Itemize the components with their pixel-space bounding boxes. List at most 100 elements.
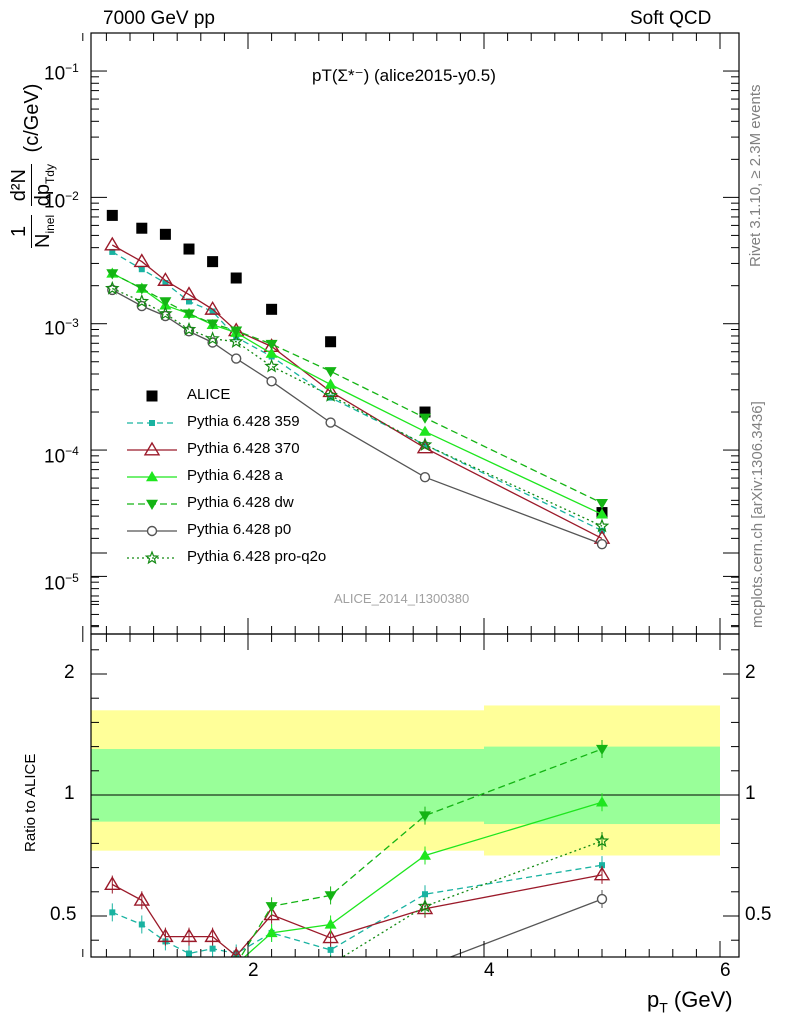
legend-marker-3 [146, 471, 158, 482]
ratio-band-inner-0 [91, 749, 248, 822]
ratio-point-4-8 [421, 962, 430, 971]
analysis-watermark: ALICE_2014_I1300380 [334, 591, 470, 606]
ylabel-unit: (c/GeV) [21, 83, 44, 153]
data-point-0-1 [136, 222, 148, 234]
ratio-point-4-9 [596, 893, 608, 905]
data-point-4-8 [419, 413, 431, 424]
series-line-3 [112, 272, 603, 515]
ratio-point-2-8 [419, 849, 431, 860]
ratio-point-3-5 [230, 960, 242, 970]
ytick-label-1e-2: 10−2 [44, 189, 79, 213]
ratio-series-4 [421, 890, 608, 971]
x-axis-label: pT (GeV) [647, 987, 733, 1016]
data-point-1-1 [138, 266, 145, 273]
data-point-4-7 [324, 367, 337, 378]
ylabel-frac1-den: N [32, 233, 54, 248]
data-point-4-3 [183, 309, 195, 320]
data-point-6-6 [264, 358, 279, 373]
ylabel-frac1-den-sub: inel [43, 214, 57, 234]
legend-label-a: Pythia 6.428 a [187, 467, 283, 484]
legend-marker-1 [149, 420, 155, 426]
ratio-point-5-8 [417, 898, 433, 913]
ytick-label-1e-1: 10−1 [44, 61, 79, 85]
data-point-4-5 [230, 326, 243, 337]
ratio-panel-series [104, 740, 611, 971]
legend-label-dw: Pythia 6.428 dw [187, 494, 294, 511]
ratio-point-1-2 [157, 928, 174, 943]
legend-marker-4 [146, 499, 158, 510]
data-point-1-0 [109, 248, 116, 255]
ratio-point-5-9 [594, 833, 610, 848]
ratio-point-0-0 [109, 909, 116, 916]
ratio-y-axis-label: Ratio to ALICE [22, 753, 39, 852]
ratio-point-1-4 [204, 928, 221, 943]
data-point-4-2 [159, 297, 172, 308]
legend-entry-2 [127, 441, 177, 456]
legend [127, 390, 177, 565]
data-point-2-2 [157, 272, 174, 286]
data-point-2-1 [133, 253, 151, 268]
legend-marker-5 [146, 525, 158, 537]
mcplots-credit-label: mcplots.cern.ch [arXiv:1306.3436] [749, 401, 766, 628]
legend-marker-6 [144, 550, 160, 565]
ratio-point-2-7 [324, 918, 337, 929]
ratio-ytick-0.5-right: 0.5 [745, 904, 772, 925]
data-point-3-6 [265, 347, 278, 358]
ylabel-frac1-numerator: 1 [8, 225, 30, 237]
ratio-point-2-9 [596, 796, 608, 807]
data-point-6-0 [105, 280, 120, 295]
data-point-5-6 [266, 376, 277, 387]
series-0 [106, 209, 608, 519]
legend-marker-0 [146, 390, 158, 402]
legend-label-370: Pythia 6.428 370 [187, 440, 300, 457]
data-point-6-9 [594, 518, 610, 533]
legend-entry-6 [127, 550, 177, 565]
data-point-6-4 [205, 331, 220, 345]
data-point-0-6 [266, 303, 278, 315]
xtick-label-4: 4 [484, 960, 495, 981]
data-point-4-4 [206, 319, 219, 330]
main-panel-series [104, 209, 611, 550]
series-line-5 [111, 289, 603, 545]
data-point-0-3 [183, 243, 195, 255]
data-point-0-2 [159, 228, 171, 240]
ytick-label-1e-4: 10−4 [44, 444, 79, 468]
ratio-ytick-2-right: 2 [745, 662, 756, 683]
ratio-point-5-7 [330, 956, 331, 957]
series-6 [105, 280, 610, 533]
data-point-4-0 [106, 269, 119, 280]
ratio-series-0 [109, 856, 605, 957]
data-point-6-8 [417, 437, 433, 452]
rivet-version-label: Rivet 3.1.10, ≥ 2.3M events [747, 84, 764, 268]
ylabel-frac2-den-sub: Tdy [43, 164, 57, 185]
ratio-point-1-1 [133, 891, 151, 906]
ratio-point-1-9 [593, 866, 611, 881]
ratio-point-3-7 [324, 891, 337, 902]
ratio-ytick-2: 2 [64, 662, 75, 683]
ratio-point-3-9 [596, 744, 608, 756]
ratio-point-0-7 [327, 946, 334, 953]
legend-marker-2 [143, 441, 161, 456]
ratio-line-4 [448, 898, 603, 957]
xtick-label-2: 2 [248, 960, 259, 981]
data-point-0-0 [106, 209, 118, 221]
series-3 [106, 267, 608, 519]
data-point-6-3 [181, 321, 197, 336]
data-point-6-7 [323, 387, 338, 402]
legend-entry-5 [127, 525, 177, 537]
legend-label-pro-q2o: Pythia 6.428 pro-q2o [187, 548, 327, 565]
data-point-6-5 [228, 334, 244, 348]
ytick-label-1e-5: 10−5 [44, 571, 79, 595]
ratio-point-0-3 [186, 950, 192, 957]
data-point-2-4 [204, 300, 221, 315]
ratio-point-3-6 [265, 902, 278, 913]
data-point-3-9 [596, 508, 608, 519]
legend-label-alice: ALICE [187, 386, 231, 403]
series-line-6 [112, 287, 603, 527]
data-point-0-7 [325, 336, 337, 348]
main-y-axis-label: 1 Ninel d²N dpTdy (c/GeV) [8, 83, 58, 248]
ratio-point-0-9 [599, 862, 605, 869]
xtick-label-6: 6 [720, 960, 731, 981]
ratio-series-2 [235, 793, 608, 957]
